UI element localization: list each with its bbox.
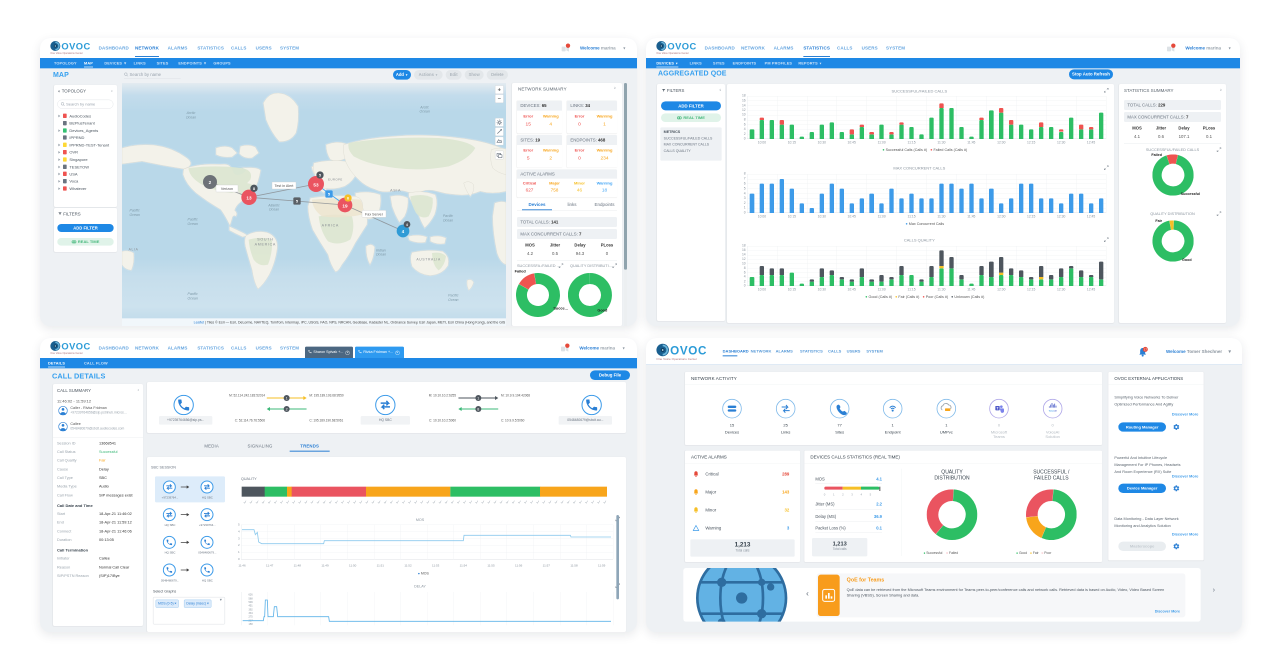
svg-text:6: 6 [347, 197, 349, 201]
svg-text:Pacific: Pacific [443, 214, 454, 218]
svg-text:Pacific: Pacific [448, 294, 459, 298]
svg-text:8: 8 [253, 187, 255, 191]
svg-text:5: 5 [296, 199, 299, 204]
svg-text:8: 8 [477, 407, 479, 411]
svg-text:Arctic: Arctic [419, 105, 429, 109]
svg-text:T: T [996, 407, 998, 411]
svg-text:Pacific: Pacific [188, 218, 199, 222]
svg-text:Ocean: Ocean [188, 296, 198, 300]
svg-text:2: 2 [286, 407, 288, 411]
svg-text:One Voice Operations Center: One Voice Operations Center [50, 52, 83, 55]
svg-text:One Voice Operations Center: One Voice Operations Center [656, 357, 697, 361]
svg-text:Pacific: Pacific [130, 209, 141, 213]
svg-text:4: 4 [406, 223, 408, 227]
svg-text:Ocean: Ocean [188, 222, 198, 226]
svg-text:AMERICA: AMERICA [255, 243, 276, 247]
svg-text:5: 5 [328, 192, 331, 197]
svg-text:Ocean: Ocean [448, 298, 458, 302]
svg-text:OVOC: OVOC [670, 345, 707, 358]
svg-text:Leaflet | Tiles © Esri — Esri,: Leaflet | Tiles © Esri — Esri, DeLorme, … [194, 320, 506, 324]
svg-text:AFRICA: AFRICA [322, 223, 339, 227]
svg-text:13: 13 [246, 196, 252, 201]
svg-text:Ocean: Ocean [130, 213, 140, 217]
svg-text:AUSTRALIA: AUSTRALIA [416, 258, 441, 262]
svg-text:Pacific: Pacific [188, 292, 199, 296]
svg-text:19: 19 [342, 203, 348, 208]
svg-text:Verizon: Verizon [221, 187, 233, 191]
svg-text:4: 4 [402, 229, 405, 234]
svg-text:One Voice Operations Center: One Voice Operations Center [656, 52, 689, 55]
svg-text:2: 2 [209, 180, 212, 185]
svg-text:SOUTH: SOUTH [257, 238, 273, 242]
svg-text:Arctic: Arctic [186, 111, 196, 115]
svg-text:Indian: Indian [376, 248, 386, 252]
svg-text:Fax Server: Fax Server [365, 212, 384, 216]
svg-text:OVOC: OVOC [667, 42, 696, 52]
svg-text:ASIA: ASIA [390, 189, 401, 193]
svg-text:VoiceAI: VoiceAI [1049, 410, 1057, 413]
svg-text:Ocean: Ocean [186, 115, 196, 119]
svg-text:1: 1 [286, 396, 288, 400]
svg-text:Atlantic: Atlantic [267, 203, 280, 207]
svg-text:OVOC: OVOC [61, 42, 90, 52]
svg-text:Ocean: Ocean [376, 253, 386, 257]
svg-text:One Voice Operations Center: One Voice Operations Center [50, 352, 83, 355]
svg-text:ALIA: ALIA [129, 248, 139, 252]
svg-text:EUROPE: EUROPE [328, 178, 343, 182]
svg-text:Ocean: Ocean [443, 218, 453, 222]
svg-text:17: 17 [1144, 347, 1147, 351]
svg-text:OVOC: OVOC [61, 342, 90, 352]
svg-text:53: 53 [313, 182, 319, 187]
svg-text:Test in Alert: Test in Alert [275, 184, 294, 188]
svg-text:5: 5 [319, 174, 321, 178]
svg-text:Ocean: Ocean [269, 208, 279, 212]
svg-text:Ocean: Ocean [420, 110, 430, 114]
svg-text:1: 1 [477, 396, 479, 400]
